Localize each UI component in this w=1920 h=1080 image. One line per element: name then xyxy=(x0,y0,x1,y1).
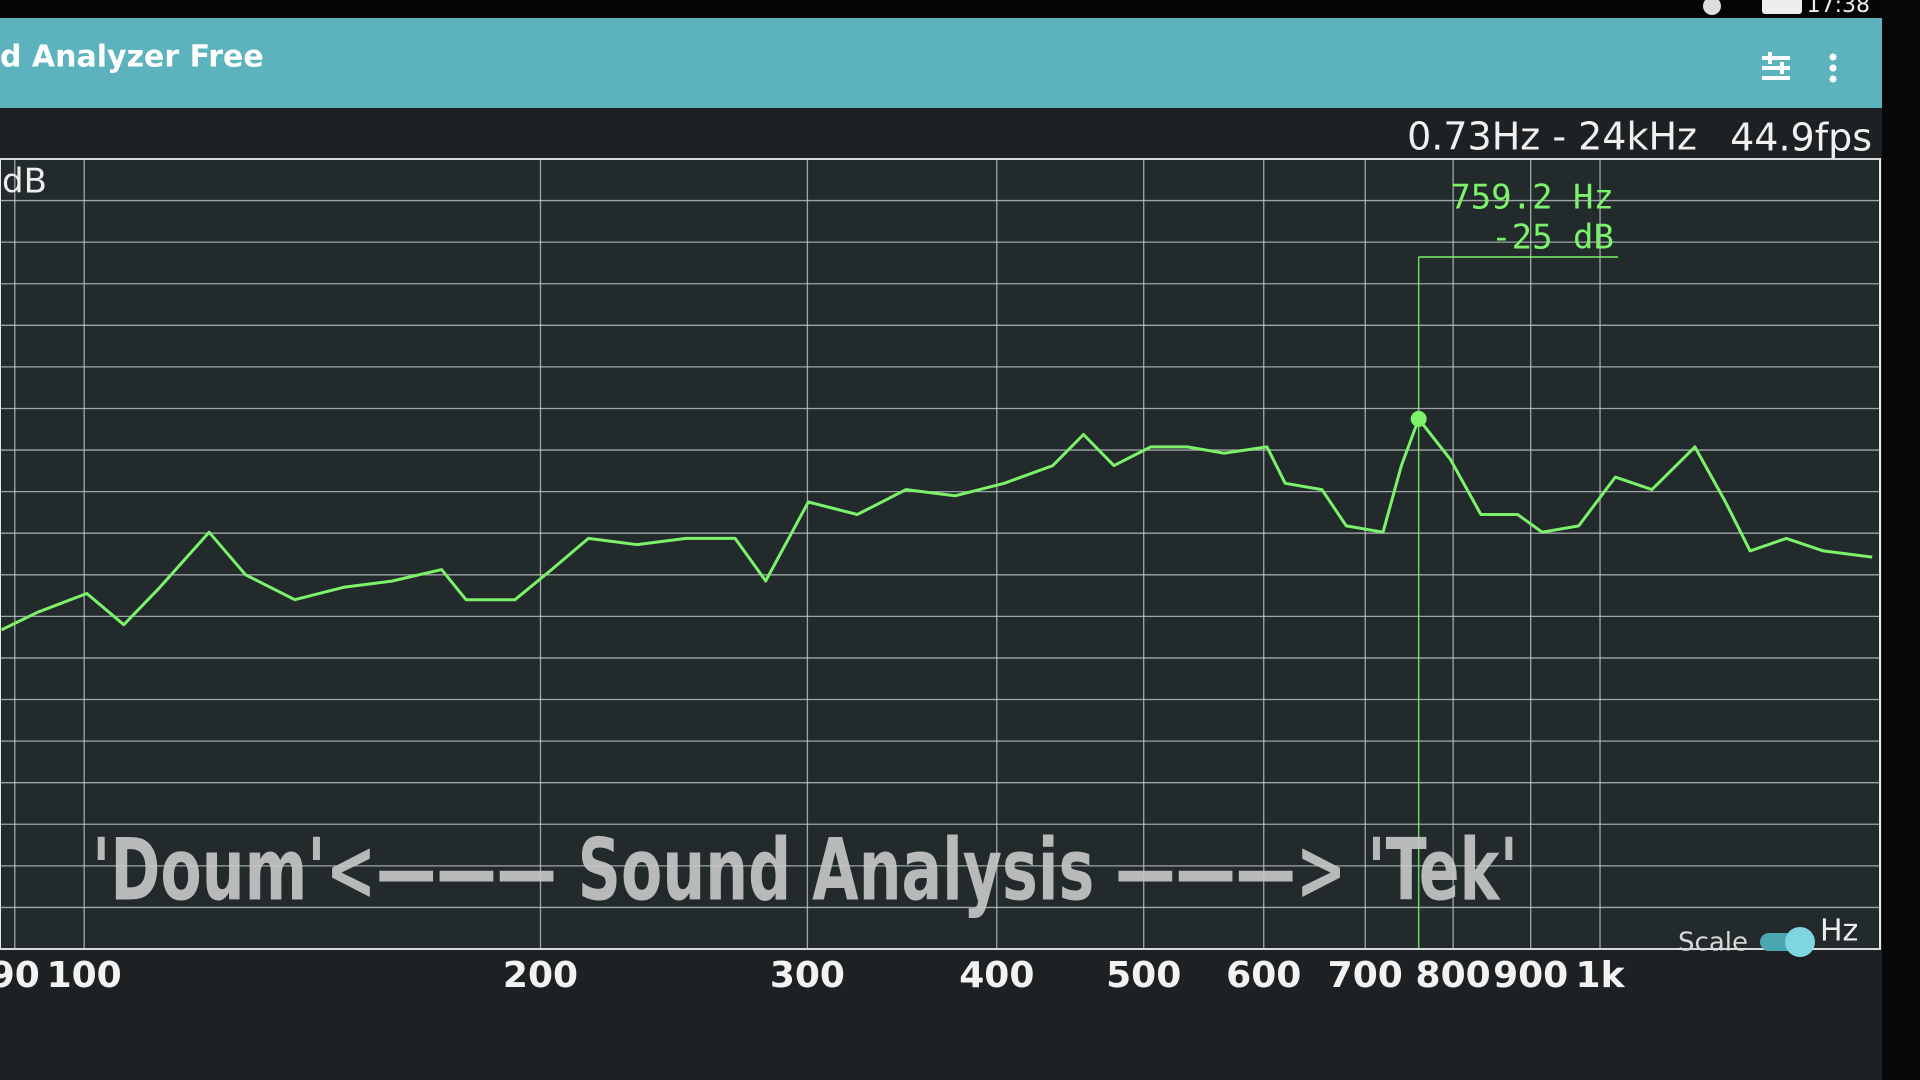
x-tick-label: 700 xyxy=(1328,955,1403,996)
scale-toggle[interactable] xyxy=(1785,927,1815,957)
x-tick-label: 100 xyxy=(47,955,122,996)
x-tick-label: 300 xyxy=(770,955,845,996)
x-axis: 90 100 200 300 400 500 600 700 800 900 1k xyxy=(0,955,1626,996)
cursor-point xyxy=(1410,410,1427,427)
menu-icon[interactable] xyxy=(1829,53,1837,83)
grid xyxy=(0,158,1880,950)
plot-area xyxy=(0,158,1881,950)
cursor-frequency: 759.2 Hz xyxy=(1450,178,1614,218)
cursor-level: -25 dB xyxy=(1491,218,1614,258)
y-axis-label: dB xyxy=(2,162,47,202)
x-tick-label: 90 xyxy=(0,955,40,996)
app-title: d Analyzer Free xyxy=(0,40,264,75)
spectrum-line xyxy=(0,417,1873,632)
frequency-range: 0.73Hz - 24kHz xyxy=(1407,115,1697,159)
battery-icon xyxy=(1762,0,1802,14)
x-tick-label: 600 xyxy=(1226,955,1301,996)
x-tick-label: 800 xyxy=(1416,955,1491,996)
app-bar xyxy=(0,18,1882,108)
x-tick-label: 900 xyxy=(1493,955,1568,996)
x-tick-label: 400 xyxy=(959,955,1034,996)
status-icon xyxy=(1703,0,1721,15)
scale-label: Scale xyxy=(1678,928,1748,958)
fps-readout: 44.9fps xyxy=(1730,116,1872,160)
screen-bezel xyxy=(1882,0,1920,1080)
overlay-caption: 'Doum'<——— Sound Analysis ———> 'Tek' xyxy=(92,820,1518,920)
scale-unit: Hz xyxy=(1820,914,1858,949)
settings-icon[interactable] xyxy=(1762,52,1790,80)
x-tick-label: 1k xyxy=(1576,955,1626,996)
status-time: 17:38 xyxy=(1807,0,1870,18)
status-bar xyxy=(0,0,1920,18)
x-tick-label: 200 xyxy=(503,955,578,996)
plot-layer: 759.2 Hz-25 dB xyxy=(0,178,1873,949)
x-tick-label: 500 xyxy=(1106,955,1181,996)
